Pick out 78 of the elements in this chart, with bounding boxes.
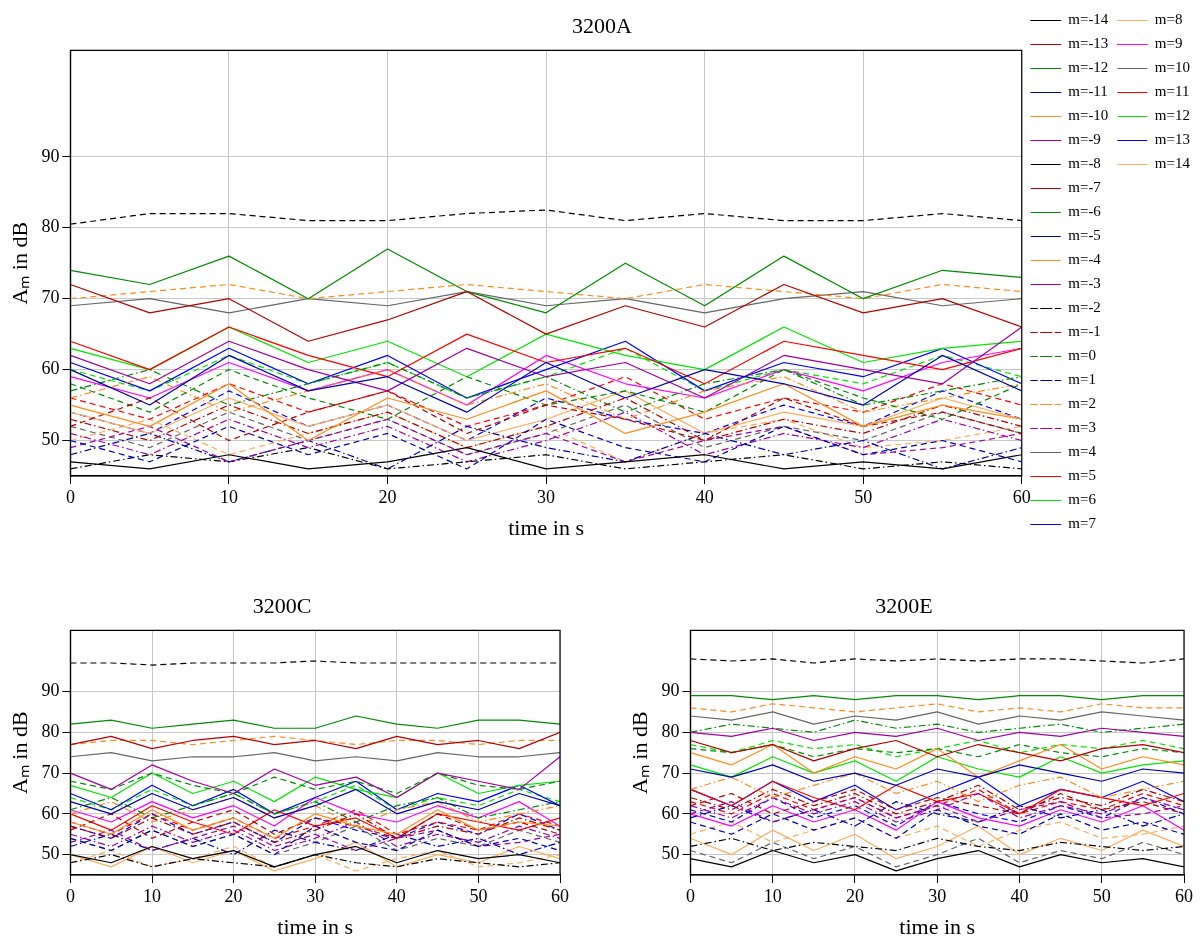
y-tick-label: 90 (661, 680, 680, 701)
x-tick-label: 0 (65, 885, 75, 906)
y-tick-label: 50 (41, 429, 60, 450)
y-axis-title: Aₘ in dB (6, 221, 32, 305)
legend-label: m=-12 (1068, 59, 1109, 76)
x-tick-label: 10 (143, 885, 161, 906)
x-tick-label: 10 (219, 486, 238, 507)
legend-label: m=-7 (1068, 179, 1102, 196)
x-axis-title: time in s (508, 514, 584, 540)
y-tick-label: 90 (41, 145, 60, 166)
legend-label: m=-13 (1068, 35, 1109, 52)
y-tick-label: 50 (661, 843, 680, 864)
x-tick-label: 30 (537, 486, 556, 507)
legend-label: m=14 (1154, 155, 1191, 172)
x-tick-label: 60 (551, 885, 569, 906)
x-tick-label: 10 (763, 885, 782, 906)
y-tick-label: 80 (41, 216, 60, 237)
x-tick-label: 30 (306, 885, 325, 906)
legend-label: m=9 (1154, 35, 1183, 52)
x-tick-label: 50 (1092, 885, 1111, 906)
legend-label: m=-10 (1068, 107, 1109, 124)
y-tick-label: 60 (41, 358, 60, 379)
legend-label: m=-9 (1068, 131, 1101, 148)
x-tick-label: 60 (1175, 885, 1193, 906)
y-tick-label: 80 (41, 721, 60, 742)
legend-label: m=-3 (1068, 275, 1101, 292)
legend-label: m=11 (1154, 83, 1190, 100)
legend-label: m=-6 (1068, 203, 1102, 220)
y-tick-label: 50 (41, 843, 60, 864)
line-series (690, 772, 1184, 803)
legend-label: m=13 (1154, 131, 1191, 148)
legend-label: m=5 (1068, 467, 1096, 484)
legend-label: m=-4 (1068, 251, 1102, 268)
legend-label: m=7 (1068, 515, 1097, 532)
chart-title: 3200C (252, 592, 312, 618)
x-tick-label: 0 (685, 885, 695, 906)
x-tick-label: 20 (224, 885, 243, 906)
line-series (690, 837, 1184, 868)
legend-label: m=-14 (1068, 11, 1109, 28)
legend-label: m=-1 (1068, 323, 1101, 340)
y-tick-label: 80 (661, 721, 680, 742)
chart-title: 3200E (875, 592, 933, 618)
legend-label: m=8 (1154, 11, 1183, 28)
x-tick-label: 50 (469, 885, 488, 906)
x-tick-label: 60 (1012, 486, 1031, 507)
x-tick-label: 40 (695, 486, 714, 507)
line-series (70, 376, 1022, 427)
x-tick-label: 0 (65, 486, 75, 507)
x-axis-title: time in s (277, 913, 354, 939)
legend-label: m=1 (1068, 371, 1096, 388)
y-tick-label: 70 (41, 287, 60, 308)
x-axis-title: time in s (899, 913, 976, 939)
y-tick-label: 90 (41, 680, 60, 701)
legend-label: m=-2 (1068, 299, 1101, 316)
y-tick-label: 60 (661, 802, 680, 823)
legend-label: m=-8 (1068, 155, 1101, 172)
x-tick-label: 50 (854, 486, 873, 507)
legend-label: m=3 (1068, 419, 1096, 436)
x-tick-label: 20 (378, 486, 397, 507)
y-axis-title: Aₘ in dB (6, 711, 32, 795)
legend-label: m=-11 (1068, 83, 1108, 100)
y-tick-label: 70 (41, 761, 60, 782)
legend-label: m=4 (1068, 443, 1097, 460)
y-axis-title: Aₘ in dB (626, 711, 652, 795)
x-tick-label: 40 (387, 885, 406, 906)
chart-title: 3200A (572, 12, 633, 38)
x-tick-label: 40 (1010, 885, 1029, 906)
legend-label: m=-5 (1068, 227, 1101, 244)
y-tick-label: 60 (41, 802, 60, 823)
legend-label: m=12 (1154, 107, 1191, 124)
legend-label: m=2 (1068, 395, 1096, 412)
legend-label: m=0 (1068, 347, 1096, 364)
legend-label: m=10 (1154, 59, 1191, 76)
legend-label: m=6 (1068, 491, 1097, 508)
y-tick-label: 70 (661, 761, 680, 782)
x-tick-label: 30 (928, 885, 947, 906)
x-tick-label: 20 (845, 885, 864, 906)
line-series (690, 719, 1184, 733)
